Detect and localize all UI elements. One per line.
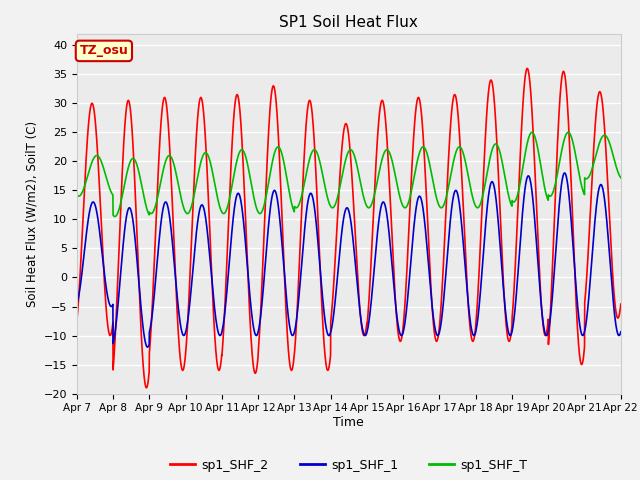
X-axis label: Time: Time xyxy=(333,416,364,429)
Title: SP1 Soil Heat Flux: SP1 Soil Heat Flux xyxy=(280,15,418,30)
Y-axis label: Soil Heat Flux (W/m2), SoilT (C): Soil Heat Flux (W/m2), SoilT (C) xyxy=(25,120,38,307)
Text: TZ_osu: TZ_osu xyxy=(79,44,128,58)
Legend: sp1_SHF_2, sp1_SHF_1, sp1_SHF_T: sp1_SHF_2, sp1_SHF_1, sp1_SHF_T xyxy=(165,454,532,477)
